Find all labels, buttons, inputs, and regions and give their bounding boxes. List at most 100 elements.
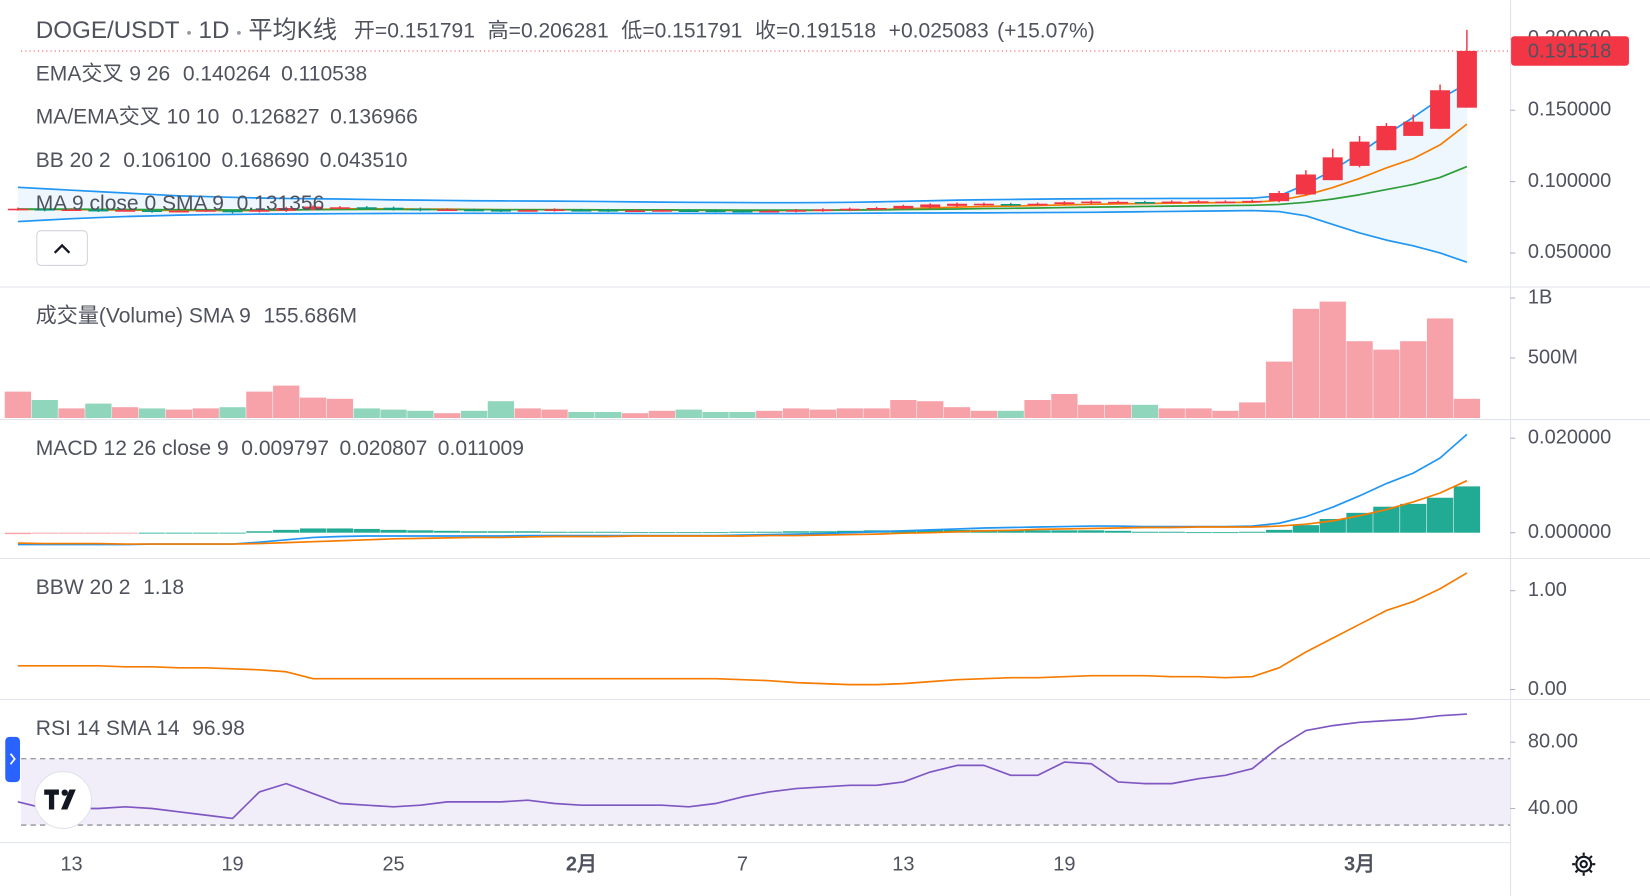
candle-body xyxy=(544,209,565,212)
macd-histogram xyxy=(353,528,380,533)
volume-bar xyxy=(353,408,380,419)
x-tick-label: 7 xyxy=(737,854,748,876)
volume-bar xyxy=(434,413,461,419)
chevron-right xyxy=(9,753,16,765)
volume-bar xyxy=(595,412,622,419)
ohlc-value: 0.151791 xyxy=(387,19,475,42)
tradingview-logo[interactable] xyxy=(34,771,93,829)
volume-bar xyxy=(58,408,85,419)
candle-body xyxy=(866,208,887,210)
volume-bar xyxy=(809,409,837,419)
volume-bar xyxy=(138,408,166,419)
ohlc-label: 收= xyxy=(755,18,788,42)
volume-bar xyxy=(1265,361,1293,419)
volume-bar xyxy=(1400,341,1427,419)
legend-label: MACD 12 26 close 9 xyxy=(36,437,229,460)
settings-gear[interactable] xyxy=(1572,852,1596,876)
candle-body xyxy=(61,209,82,212)
candle-body xyxy=(1134,202,1155,204)
y-tick-label: 0.00 xyxy=(1528,678,1567,700)
macd-histogram xyxy=(595,531,622,533)
volume-bar xyxy=(380,409,407,419)
y-tick-label: 0.100000 xyxy=(1528,170,1611,192)
volume-bar xyxy=(192,408,219,419)
volume-bar xyxy=(1212,410,1239,419)
indicator-line xyxy=(17,209,1468,264)
indicator-line xyxy=(17,713,1467,820)
candle-body xyxy=(249,210,270,212)
volume-bar xyxy=(1292,308,1320,419)
logo-mark xyxy=(61,789,76,810)
volume-bar xyxy=(648,410,676,419)
legend-label: MA 9 close 0 SMA 9 xyxy=(36,192,224,215)
y-tick-label: 0.020000 xyxy=(1528,426,1611,448)
y-tick-label: 80.00 xyxy=(1528,730,1578,752)
candle-body xyxy=(34,209,55,211)
candle-body xyxy=(490,210,511,212)
legend-value: 155.686M xyxy=(263,305,357,328)
candle-body xyxy=(1322,157,1343,181)
volume-bar xyxy=(487,401,515,419)
macd-histogram xyxy=(219,532,246,534)
collapse-button[interactable] xyxy=(36,230,88,266)
candle-body xyxy=(598,210,619,212)
x-tick-label: 2月 xyxy=(566,854,597,876)
macd-histogram xyxy=(621,532,649,534)
macd-histogram xyxy=(1400,503,1427,533)
candle-body xyxy=(1456,50,1477,108)
volume-bar xyxy=(1024,400,1051,419)
logo-circle[interactable] xyxy=(34,771,93,829)
legend-value: 0.020807 xyxy=(340,437,428,460)
volume-bar xyxy=(836,408,863,419)
macd-histogram xyxy=(1104,530,1132,533)
candle-body xyxy=(786,210,807,212)
ohlc-label: 高= xyxy=(488,18,521,42)
macd-histogram xyxy=(58,532,85,534)
x-tick-label: 19 xyxy=(1053,854,1075,876)
y-tick-label: 1.00 xyxy=(1528,579,1567,601)
macd-histogram xyxy=(1373,506,1400,533)
candle-body xyxy=(222,210,243,213)
volume-bar xyxy=(782,408,810,419)
macd-histogram xyxy=(514,531,541,533)
volume-bar xyxy=(568,412,595,419)
volume-bar xyxy=(514,408,541,419)
volume-bar xyxy=(165,409,193,419)
candle-body xyxy=(383,207,404,210)
volume-bar xyxy=(1239,402,1266,419)
macd-histogram xyxy=(165,532,193,534)
macd-histogram xyxy=(407,530,434,533)
legend-value: 1.18 xyxy=(143,576,184,599)
candle-body xyxy=(1161,201,1182,204)
volume-bar xyxy=(890,400,917,419)
side-tab[interactable] xyxy=(5,736,20,783)
candle-body xyxy=(329,207,350,209)
volume-bar xyxy=(1453,398,1481,419)
macd-histogram xyxy=(1212,532,1239,534)
macd-histogram xyxy=(1292,525,1320,533)
y-tick-label: 0.050000 xyxy=(1528,241,1611,263)
volume-bar xyxy=(863,408,890,419)
macd-histogram xyxy=(434,530,461,533)
volume-bar xyxy=(85,403,112,419)
macd-histogram xyxy=(4,532,32,535)
side-tab-box[interactable] xyxy=(5,736,20,783)
macd-histogram xyxy=(836,530,863,533)
last-price-label: 0.191518 xyxy=(1528,40,1611,62)
volume-bar xyxy=(917,401,944,419)
candle-body xyxy=(1215,201,1236,204)
collapse-button-box[interactable] xyxy=(36,230,88,266)
volume-bar xyxy=(112,407,139,419)
gear-ring[interactable] xyxy=(1575,855,1593,873)
legend-value: 0.106100 xyxy=(123,149,211,172)
macd-histogram xyxy=(1426,497,1454,533)
legend-value: 0.126827 xyxy=(232,106,320,129)
indicator-line xyxy=(17,479,1468,545)
volume-bar xyxy=(1373,349,1400,419)
gear-teeth xyxy=(1572,852,1596,876)
last-price-box xyxy=(1511,36,1629,66)
macd-histogram xyxy=(702,532,729,534)
candle-body xyxy=(356,207,377,209)
legend-value: 0.140264 xyxy=(183,63,271,86)
